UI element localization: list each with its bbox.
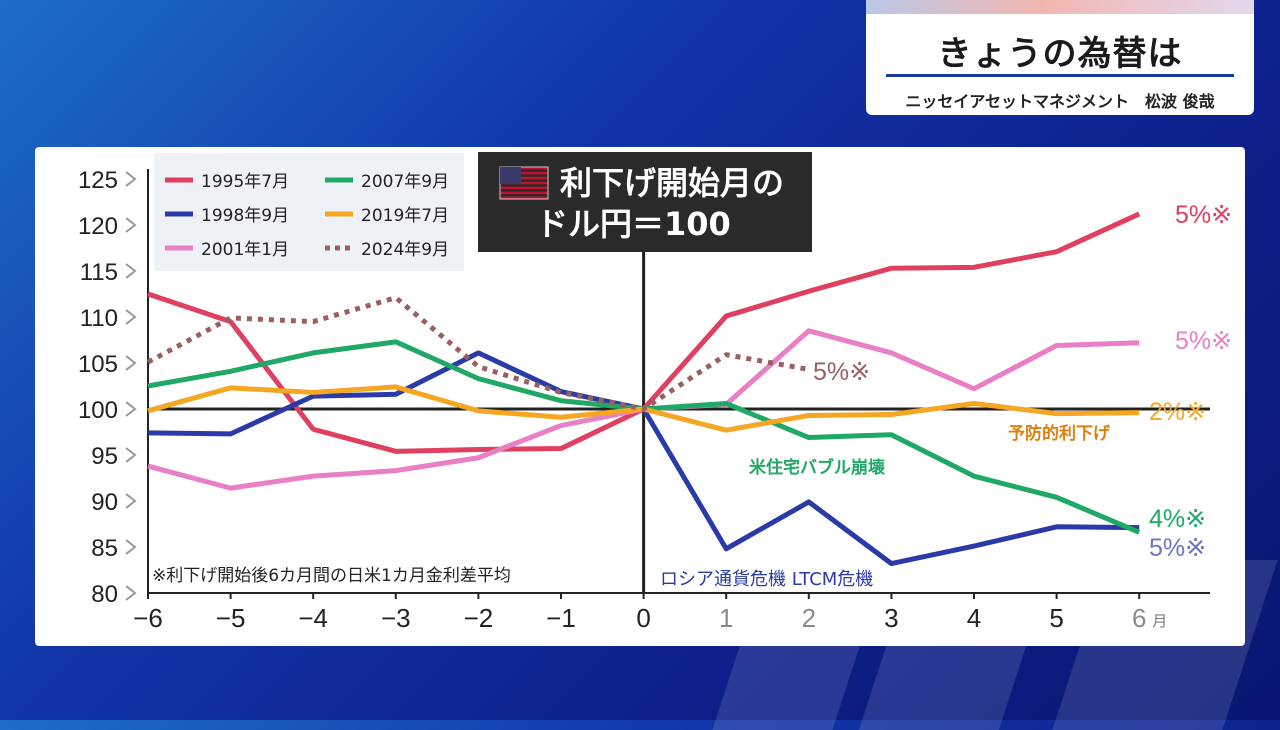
x-tick-label: −5	[216, 603, 246, 633]
series-line-5	[146, 295, 810, 412]
annotation-2019-preventive: 予防的利下げ	[1008, 423, 1111, 444]
y-tick-label: 120	[78, 213, 118, 240]
title-divider	[886, 74, 1234, 77]
y-tick-label: 115	[80, 259, 118, 286]
series-end-label: 5%※	[1175, 201, 1232, 229]
y-tick-marker	[125, 263, 137, 279]
footnote: ※利下げ開始後6カ月間の日米1カ月金利差平均	[152, 566, 511, 586]
x-tick-label: −2	[464, 603, 494, 633]
legend-label: 2019年7月	[361, 206, 449, 226]
x-unit-label: 月	[1152, 612, 1167, 630]
annotation-1998-crisis: ロシア通貨危機 LTCM危機	[660, 569, 873, 590]
us-flag-stripe	[500, 167, 548, 170]
y-tick-label: 80	[91, 581, 118, 608]
chart-title-line1: 利下げ開始月の	[560, 164, 784, 202]
y-tick-marker	[125, 447, 137, 463]
series-end-label-2024: 5%※	[813, 358, 870, 386]
legend-label: 2024年9月	[361, 240, 449, 260]
x-tick-label: 2	[802, 603, 816, 633]
y-tick-label: 110	[80, 305, 118, 332]
y-tick-marker	[125, 217, 137, 233]
title-card-stripe	[866, 0, 1254, 14]
legend-label: 1995年7月	[201, 172, 289, 192]
chart-title-line2: ドル円＝100	[536, 205, 731, 243]
x-tick-label: 6	[1132, 603, 1146, 633]
chart-card: 80 85 90 95 100 105 110 115 120 125 −6 −5 −4 −3 −2 −1 0 1…	[35, 147, 1245, 646]
us-flag-canton	[500, 167, 521, 184]
y-tick-marker	[125, 539, 137, 555]
y-tick-label: 85	[91, 535, 118, 562]
x-tick-label: −6	[133, 603, 163, 633]
y-tick-label: 100	[78, 397, 118, 424]
y-tick-label: 105	[78, 351, 118, 378]
y-tick-marker	[125, 401, 137, 417]
x-tick-label: −3	[381, 603, 411, 633]
title-card: きょうの為替は ニッセイアセットマネジメント 松波 俊哉	[866, 0, 1254, 115]
y-tick-marker	[125, 585, 137, 601]
us-flag-stripe	[500, 196, 548, 199]
annotation-2007-crisis: 米住宅バブル崩壊	[749, 457, 886, 478]
x-tick-label: −1	[546, 603, 576, 633]
y-tick-label: 90	[91, 489, 118, 516]
y-tick-marker	[125, 171, 137, 187]
commentator-name: ニッセイアセットマネジメント 松波 俊哉	[905, 92, 1215, 111]
legend-box	[154, 153, 464, 271]
y-tick-marker	[125, 355, 137, 371]
y-tick-label: 95	[91, 443, 118, 470]
series-end-label: 5%※	[1175, 327, 1232, 355]
us-flag-stripe	[500, 186, 548, 190]
legend-label: 1998年9月	[201, 206, 289, 226]
x-tick-label: 1	[719, 603, 733, 633]
x-tick-label: 4	[967, 603, 981, 633]
legend-label: 2001年1月	[201, 240, 289, 260]
us-flag-stripe	[500, 176, 548, 180]
series-end-label: 4%※	[1149, 505, 1206, 533]
x-tick-label: 0	[636, 603, 650, 633]
series-end-label: 2%※	[1149, 398, 1206, 426]
us-flag-stripe	[500, 181, 548, 185]
legend-label: 2007年9月	[361, 172, 449, 192]
us-flag-stripe	[500, 171, 548, 175]
y-tick-marker	[125, 493, 137, 509]
program-title: きょうの為替は	[937, 34, 1183, 74]
us-flag-stripe	[500, 191, 548, 195]
x-tick-label: 3	[884, 603, 898, 633]
series-end-label: 5%※	[1149, 534, 1206, 562]
x-tick-label: 5	[1049, 603, 1063, 633]
y-tick-label: 125	[78, 167, 118, 194]
y-tick-marker	[125, 309, 137, 325]
x-tick-label: −4	[298, 603, 328, 633]
